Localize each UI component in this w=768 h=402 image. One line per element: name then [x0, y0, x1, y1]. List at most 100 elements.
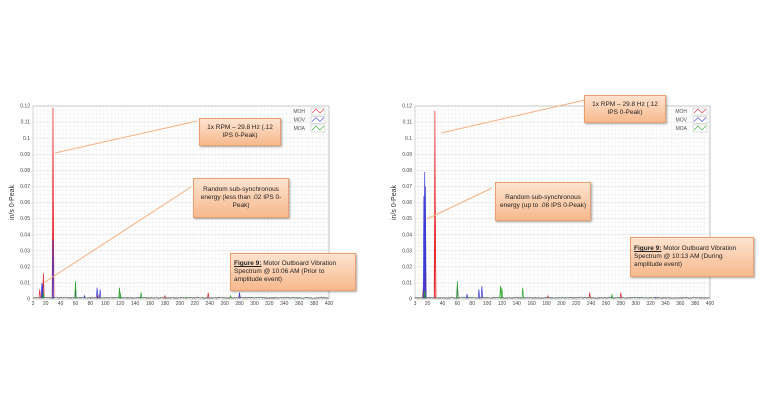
x-tick-label: 100	[483, 301, 492, 307]
spectrum-peak	[423, 290, 426, 299]
spectrum-peak	[465, 294, 469, 299]
x-tick-label: 60	[455, 301, 461, 307]
legend-label: MOA	[294, 126, 306, 132]
x-tick-label: 380	[310, 301, 319, 307]
x-tick-label: 340	[280, 301, 289, 307]
x-tick-label: 80	[469, 301, 475, 307]
y-tick-label: 0	[409, 297, 412, 303]
x-tick-label: 320	[646, 301, 655, 307]
legend-swatch-box	[310, 116, 326, 124]
spectrum-peak	[119, 292, 122, 299]
y-tick-label: 0	[27, 297, 30, 303]
x-tick-label: 80	[88, 301, 94, 307]
y-tick-label: 0.06	[402, 200, 412, 206]
spectrum-peak	[140, 292, 143, 299]
x-tick-label: 40	[58, 301, 64, 307]
spectrum-peak	[238, 292, 241, 299]
legend-swatch-line	[311, 117, 325, 122]
y-tick-label: 0.06	[20, 200, 30, 206]
annotation-leader-line	[54, 120, 198, 154]
legend-swatch-box	[692, 124, 708, 133]
y-tick-label: 0.11	[21, 120, 31, 126]
figure-caption-right: Figure 9: Motor Outboard Vibration Spect…	[630, 237, 754, 277]
x-tick-label: 360	[676, 301, 685, 307]
y-axis-label: in/s 0-Peak	[9, 184, 16, 220]
x-tick-label: 220	[191, 301, 200, 307]
legend-swatch-box	[692, 107, 708, 116]
spectrum-peak	[207, 292, 210, 299]
spectrum-peak	[38, 289, 41, 299]
legend-label: MOV	[294, 118, 306, 124]
x-tick-label: 400	[325, 301, 334, 307]
legend-swatch-box	[310, 107, 326, 116]
legend-swatch-box	[310, 124, 326, 133]
y-tick-label: 0.03	[402, 248, 412, 254]
legend-label: MOH	[675, 109, 687, 115]
annotation-text: 1x RPM – 29.8 Hz (.12 IPS 0-Peak)	[207, 124, 273, 139]
x-tick-label: 260	[220, 301, 229, 307]
x-tick-label: 120	[116, 301, 125, 307]
x-tick-label: 280	[235, 301, 244, 307]
annotation-text: 1x RPM – 29.8 Hz (.12 IPS 0-Peak)	[592, 101, 658, 116]
figure-caption-left: Figure 9: Motor Outboard Vibration Spect…	[230, 253, 356, 291]
annotation-subsync-left: Random sub-synchronous energy (less than…	[193, 178, 289, 218]
spectrum-peak	[51, 239, 55, 299]
figure-label: Figure 9:	[634, 245, 662, 252]
y-tick-label: 0.07	[402, 184, 412, 190]
y-tick-label: 0.01	[20, 281, 30, 287]
spectrum-peak	[184, 296, 187, 299]
series-baseline	[32, 296, 329, 299]
legend-label: MOH	[293, 109, 305, 115]
y-tick-label: 0.11	[403, 120, 413, 126]
spectrum-peak	[42, 292, 45, 299]
annotation-leader-line	[440, 99, 586, 134]
spectrum-peak	[99, 289, 102, 299]
x-tick-label: 140	[131, 301, 140, 307]
legend-swatch-line	[311, 125, 325, 131]
y-tick-label: 0.02	[20, 264, 30, 270]
x-tick-label: 180	[161, 301, 170, 307]
spectrum-peak	[610, 294, 614, 299]
x-tick-label: 300	[632, 301, 641, 307]
x-tick-label: 320	[265, 301, 274, 307]
spectrum-peak	[477, 289, 480, 299]
x-tick-label: 240	[587, 301, 596, 307]
spectrum-peak	[434, 205, 437, 299]
spectrum-peak	[456, 281, 459, 299]
spectrum-peak	[521, 287, 524, 299]
x-tick-label: 60	[73, 301, 79, 307]
x-tick-label: 140	[513, 301, 522, 307]
legend-swatch-line	[693, 125, 707, 131]
x-tick-label: 200	[176, 301, 185, 307]
y-tick-label: 0.1	[23, 136, 30, 142]
x-tick-label: 100	[101, 301, 110, 307]
series-moa	[32, 281, 329, 299]
x-tick-label: 3	[414, 301, 417, 307]
annotation-text: Random sub-synchronous energy (up to .08…	[500, 193, 586, 209]
figure-label: Figure 9:	[234, 260, 262, 267]
y-tick-label: 0.12	[402, 104, 412, 110]
x-tick-label: 280	[617, 301, 626, 307]
x-tick-label: 160	[146, 301, 155, 307]
annotation-rpm-left: 1x RPM – 29.8 Hz (.12 IPS 0-Peak)	[199, 118, 281, 146]
y-tick-label: 0.03	[20, 248, 30, 254]
spectrum-peak	[500, 287, 504, 299]
y-tick-label: 0.08	[402, 168, 412, 174]
x-tick-label: 340	[661, 301, 670, 307]
y-tick-label: 0.09	[402, 152, 412, 158]
series-baseline	[32, 296, 329, 299]
x-tick-label: 360	[295, 301, 304, 307]
y-axis-label: in/s 0-Peak	[391, 184, 398, 220]
annotation-rpm-right: 1x RPM – 29.8 Hz (.12 IPS 0-Peak)	[584, 95, 666, 123]
series-moa	[414, 281, 710, 299]
annotation-leader-line	[44, 186, 192, 283]
spectrum-peak	[229, 294, 232, 299]
x-tick-label: 240	[206, 301, 215, 307]
spectrum-peak	[96, 287, 99, 299]
x-tick-label: 40	[440, 301, 446, 307]
legend-swatch-line	[693, 117, 707, 122]
y-tick-label: 0.05	[20, 216, 30, 222]
annotation-subsync-right: Random sub-synchronous energy (up to .08…	[495, 182, 591, 221]
spectrum-peak	[499, 286, 502, 299]
